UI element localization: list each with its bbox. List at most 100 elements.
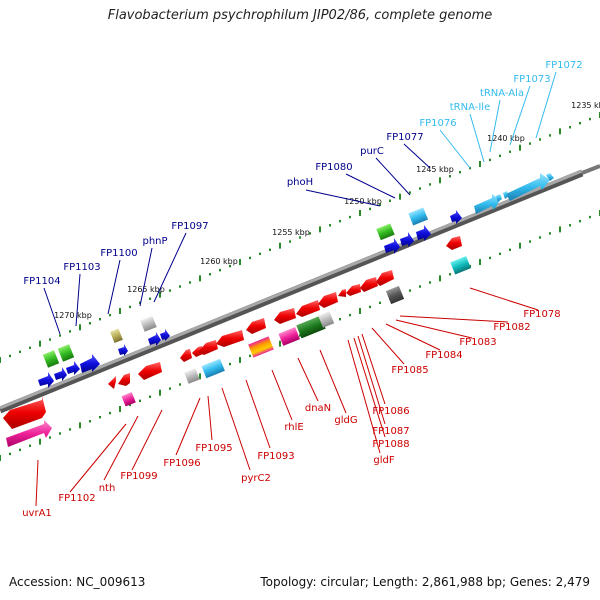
gene-arrow	[450, 210, 462, 224]
gene-arrow	[80, 354, 100, 373]
gene-label[interactable]: FP1104	[23, 276, 60, 287]
gene-block	[450, 256, 471, 275]
gene-leader-line	[371, 327, 405, 365]
gene-arrow	[360, 277, 378, 292]
gene-leader-line	[361, 333, 386, 405]
gene-leader-line	[353, 337, 386, 438]
gene-label[interactable]: FP1078	[523, 309, 560, 320]
gene-label[interactable]: FP1086	[372, 406, 409, 417]
gene-label[interactable]: purC	[360, 146, 384, 157]
gene-leader-line	[375, 157, 411, 196]
gene-label[interactable]: FP1076	[419, 118, 456, 129]
gene-label[interactable]: FP1103	[63, 262, 100, 273]
scale-tick-label: 1250 kbp	[344, 197, 382, 206]
gene-label[interactable]: nth	[99, 483, 116, 494]
gene-leader-line	[131, 409, 163, 471]
gene-label[interactable]: tRNA-Ile	[450, 102, 490, 113]
gene-label[interactable]: FP1084	[425, 350, 462, 361]
gene-label[interactable]: FP1099	[120, 471, 157, 482]
gene-leader-line	[489, 99, 501, 153]
gene-arrow	[198, 340, 218, 355]
gene-arrow	[384, 238, 400, 254]
gene-arrow	[400, 232, 414, 247]
gene-arrow	[192, 346, 203, 357]
scale-tick-label: 1240 kbp	[487, 134, 525, 143]
gene-label[interactable]: FP1088	[372, 439, 409, 450]
gene-arrow	[506, 173, 550, 201]
tick-tracks	[0, 112, 600, 461]
accession-text: Accession: NC_009613	[9, 575, 146, 589]
scale-tick-label: 1245 kbp	[416, 165, 454, 174]
gene-leader-line	[305, 189, 381, 207]
gene-block	[248, 336, 274, 358]
gene-block	[376, 223, 395, 241]
gene-label[interactable]: FP1102	[58, 493, 95, 504]
gene-arrow	[54, 367, 67, 381]
gene-arrow	[446, 236, 462, 250]
gene-block	[184, 368, 200, 384]
gene-label[interactable]: tRNA-Ala	[480, 88, 524, 99]
gene-leader-line	[395, 319, 473, 339]
gene-leader-line	[535, 71, 557, 139]
gene-label[interactable]: FP1085	[391, 365, 428, 376]
gene-block	[408, 207, 429, 226]
gene-block	[110, 328, 123, 344]
gene-label[interactable]: gldG	[334, 415, 357, 426]
gene-label[interactable]: rhlE	[284, 422, 303, 433]
scale-tick-label: 1260 kbp	[200, 257, 238, 266]
gene-label[interactable]: gldF	[373, 455, 394, 466]
gene-leader-line	[153, 232, 187, 303]
gene-label[interactable]: FP1087	[372, 426, 409, 437]
gene-label[interactable]: FP1093	[257, 451, 294, 462]
gene-block	[121, 392, 136, 407]
gene-label[interactable]: phoH	[287, 177, 313, 188]
gene-label[interactable]: FP1073	[513, 74, 550, 85]
gene-label[interactable]: phnP	[142, 236, 167, 247]
gene-arrow	[274, 308, 296, 324]
gene-label[interactable]: pyrC2	[241, 473, 271, 484]
scale-tick-label: 1235 kbp	[571, 101, 600, 110]
gene-leader-line	[139, 247, 153, 307]
gene-block	[42, 350, 60, 368]
gene-label[interactable]: uvrA1	[22, 508, 52, 519]
gene-arrow	[66, 361, 80, 375]
gene-label[interactable]: FP1072	[545, 60, 582, 71]
gene-arrow	[496, 194, 502, 202]
gene-label[interactable]: FP1095	[195, 443, 232, 454]
genome-summary-text: Topology: circular; Length: 2,861,988 bp…	[260, 575, 590, 589]
gene-arrow	[118, 373, 130, 386]
gene-arrow	[108, 376, 116, 389]
gene-arrow	[546, 173, 554, 181]
gene-label[interactable]: FP1082	[493, 322, 530, 333]
gene-arrow	[346, 284, 361, 296]
gene-leader-line	[35, 459, 39, 507]
gene-block	[385, 285, 405, 305]
gene-label[interactable]: FP1096	[163, 458, 200, 469]
gene-label[interactable]: FP1083	[459, 337, 496, 348]
genome-backbone	[0, 164, 600, 414]
gene-arrow	[148, 332, 161, 346]
gene-leader-line	[357, 335, 386, 425]
gene-leader-line	[297, 357, 319, 402]
gene-block	[57, 344, 75, 362]
gene-label[interactable]: dnaN	[305, 403, 331, 414]
gene-label[interactable]: FP1097	[171, 221, 208, 232]
gene-block	[318, 311, 335, 328]
gene-label[interactable]: FP1080	[315, 162, 352, 173]
gene-leader-line	[43, 287, 61, 335]
gene-arrow	[376, 270, 394, 286]
gene-arrow	[180, 349, 192, 362]
gene-leader-line	[75, 273, 81, 327]
scale-labels: 1235 kbp 1240 kbp 1245 kbp 1250 kbp 1255 kbp…	[54, 101, 600, 320]
gene-arrow	[318, 292, 338, 308]
gene-label[interactable]: FP1077	[386, 132, 423, 143]
gene-arrow	[118, 344, 128, 356]
gene-label[interactable]: FP1100	[100, 248, 137, 259]
gene-leader-line	[347, 339, 381, 454]
gene-leader-line	[175, 397, 201, 456]
gene-block	[201, 358, 225, 379]
gene-arrow	[216, 330, 244, 347]
gene-leader-line	[439, 129, 471, 169]
gene-arrow	[416, 225, 431, 241]
